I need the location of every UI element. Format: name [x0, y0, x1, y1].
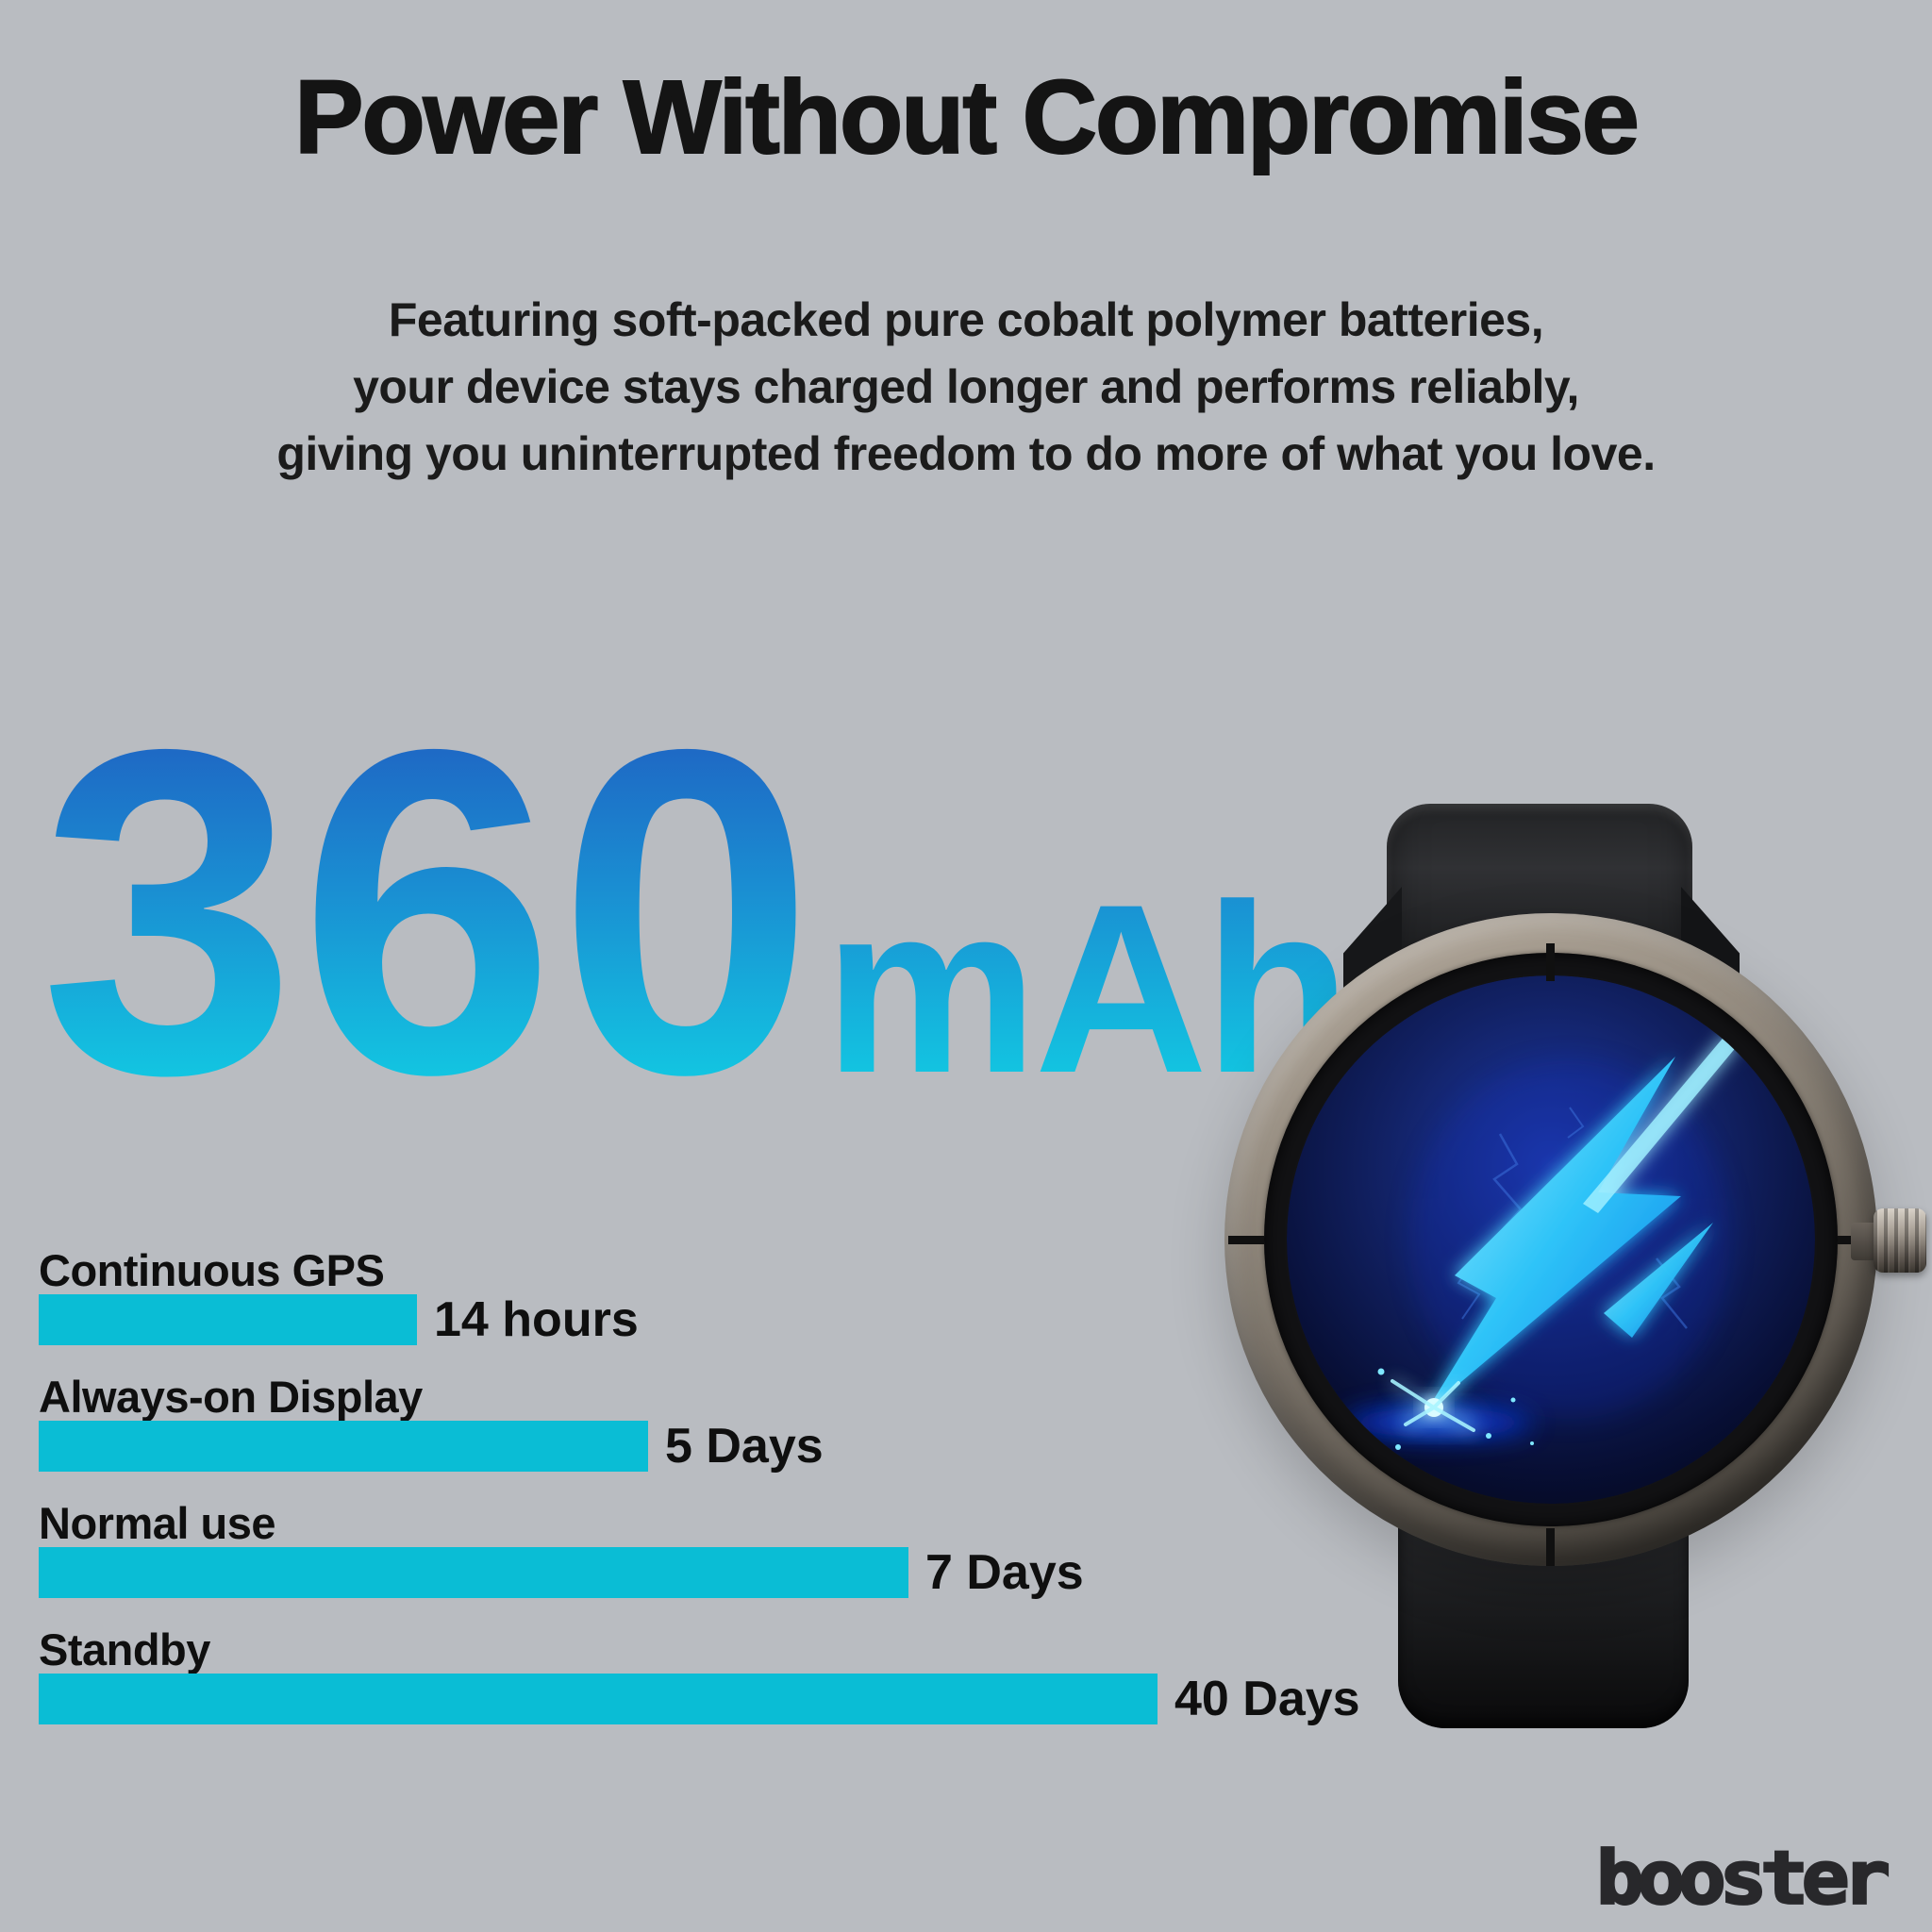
watch-strap-top	[1387, 804, 1692, 1124]
watch-strap-bottom	[1398, 1406, 1689, 1728]
battery-capacity: 360 mAh	[40, 680, 1347, 1142]
bezel-tick-12	[1546, 943, 1555, 981]
impact-sparks	[1377, 1368, 1534, 1450]
watch-crown	[1874, 1208, 1926, 1273]
bar-line: 5 Days	[39, 1419, 1360, 1474]
bar-line: 7 Days	[39, 1545, 1360, 1600]
intro-copy: Featuring soft-packed pure cobalt polyme…	[0, 287, 1932, 488]
battery-bar	[39, 1421, 648, 1472]
usage-mode-label: Continuous GPS	[39, 1245, 385, 1295]
duration-value: 14 hours	[434, 1292, 639, 1347]
duration-value: 40 Days	[1174, 1672, 1360, 1726]
intro-line: your device stays charged longer and per…	[353, 360, 1579, 413]
bezel-tick-3	[1838, 1236, 1874, 1244]
ground-glow-core	[1391, 1411, 1481, 1426]
bolt-halo	[1409, 1060, 1730, 1419]
battery-row: Continuous GPS 14 hours	[39, 1245, 1360, 1347]
lightning-bolt-icon	[1426, 1034, 1738, 1411]
usage-mode-label: Always-on Display	[39, 1372, 423, 1422]
capacity-unit: mAh	[824, 855, 1348, 1124]
bar-line: 40 Days	[39, 1672, 1360, 1726]
duration-value: 7 Days	[925, 1545, 1084, 1600]
battery-row: Standby 40 Days	[39, 1624, 1360, 1726]
watch-crown-base	[1851, 1223, 1879, 1260]
bezel-tick-9	[1228, 1236, 1264, 1244]
intro-line: giving you uninterrupted freedom to do m…	[276, 427, 1656, 480]
battery-life-chart: Continuous GPS 14 hours Always-on Displa…	[39, 1247, 1360, 1753]
watch-face	[1287, 975, 1815, 1504]
capacity-value: 360	[40, 653, 817, 1170]
battery-bar	[39, 1547, 908, 1598]
watch-screen	[1287, 975, 1815, 1504]
battery-row: Normal use 7 Days	[39, 1498, 1360, 1600]
usage-mode-label: Normal use	[39, 1498, 275, 1548]
brand-logo: booster	[1594, 1835, 1891, 1921]
intro-line: Featuring soft-packed pure cobalt polyme…	[388, 293, 1544, 346]
page-title: Power Without Compromise	[293, 59, 1641, 175]
bar-line: 14 hours	[39, 1292, 1360, 1347]
battery-bar	[39, 1294, 417, 1345]
watch-lug-left	[1343, 887, 1402, 1108]
electric-crackle-lines	[1457, 1107, 1688, 1329]
usage-mode-label: Standby	[39, 1624, 210, 1674]
ground-glow	[1343, 1407, 1532, 1438]
watch-lug-right	[1681, 887, 1740, 1108]
duration-value: 5 Days	[665, 1419, 824, 1474]
bezel-tick-6	[1546, 1528, 1555, 1566]
battery-row: Always-on Display 5 Days	[39, 1372, 1360, 1474]
battery-bar	[39, 1674, 1158, 1724]
